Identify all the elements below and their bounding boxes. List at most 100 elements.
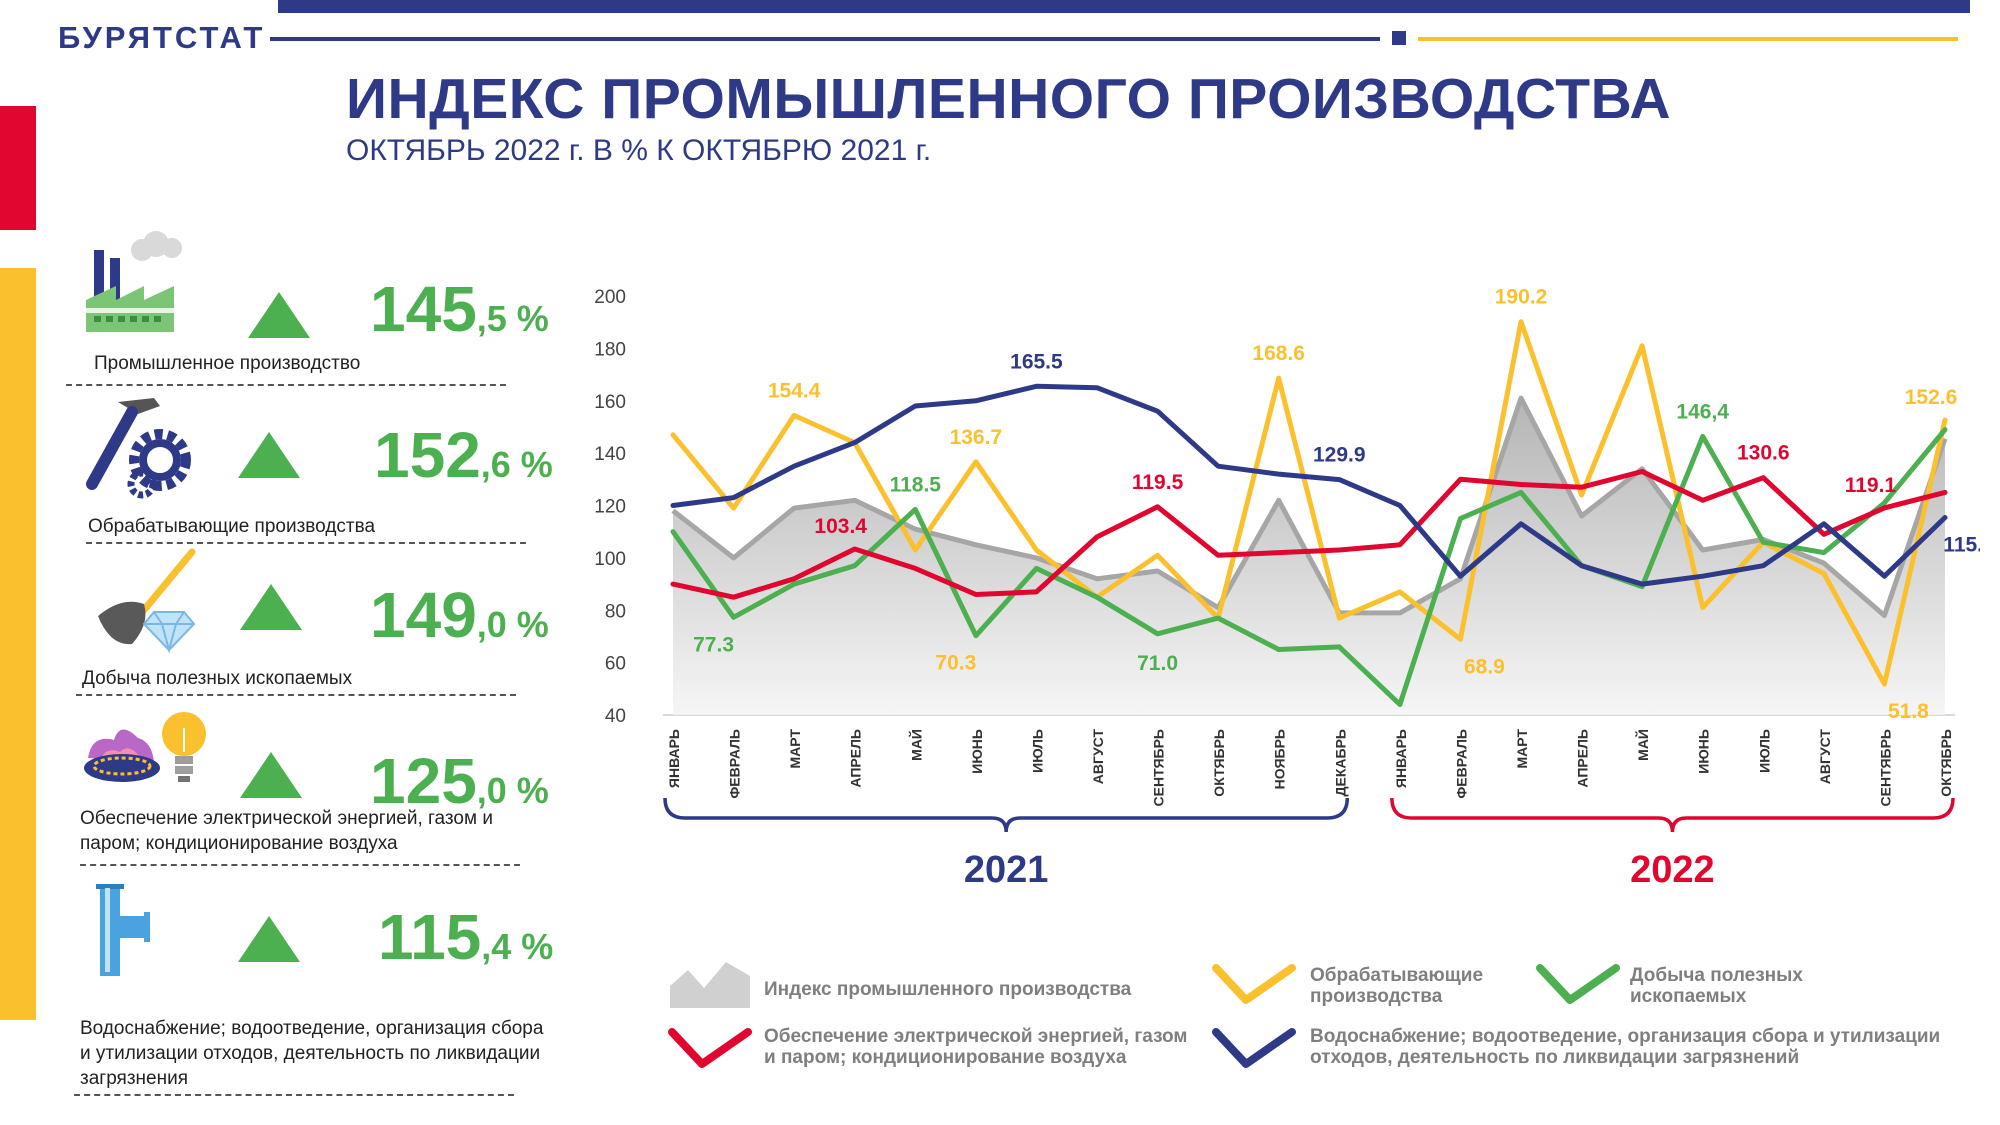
kpi-value: 149,0 %	[370, 579, 549, 651]
x-tick-label: ДЕКАБРЬ	[1332, 729, 1348, 796]
x-tick-label: ОКТЯБРЬ	[1938, 729, 1954, 797]
x-tick-label: ФЕВРАЛЬ	[727, 729, 743, 799]
kpi-divider	[66, 384, 506, 386]
y-tick-label: 140	[594, 444, 626, 465]
data-label: 168.6	[1252, 342, 1305, 365]
data-label: 165.5	[1010, 350, 1063, 373]
x-tick-label: НОЯБРЬ	[1272, 729, 1288, 789]
legend-label: Добыча полезных ископаемых	[1630, 965, 1803, 1007]
x-tick-label: СЕНТЯБРЬ	[1151, 729, 1167, 806]
data-label: 119.5	[1132, 471, 1184, 494]
year-brace	[1390, 797, 1955, 833]
x-tick-label: ЯНВАРЬ	[666, 729, 682, 788]
data-label: 190.2	[1495, 286, 1548, 309]
x-tick-label: АВГУСТ	[1090, 729, 1106, 785]
x-tick-label: ИЮЛЬ	[1756, 729, 1772, 773]
year-brace	[663, 797, 1350, 833]
page-title: ИНДЕКС ПРОМЫШЛЕННОГО ПРОИЗВОДСТВА	[346, 67, 1672, 131]
side-red-stripe	[0, 106, 36, 230]
x-tick-label: АПРЕЛЬ	[1575, 729, 1591, 788]
y-tick-label: 40	[605, 706, 626, 727]
y-tick-label: 180	[594, 339, 626, 360]
kpi-label: Водоснабжение; водоотведение, организаци…	[80, 1018, 544, 1089]
x-tick-label: АВГУСТ	[1817, 729, 1833, 785]
header-navy-line	[270, 37, 1380, 41]
kpi-label: Промышленное производство	[94, 353, 361, 374]
y-tick-label: 60	[605, 654, 626, 675]
x-tick-label: ИЮНЬ	[969, 729, 985, 774]
shovel-diamond-icon	[98, 548, 196, 654]
x-tick-label: ИЮНЬ	[1696, 729, 1712, 774]
legend-swatch-line	[668, 1028, 752, 1068]
side-yellow-stripe	[0, 268, 36, 1020]
page-subtitle: ОКТЯБРЬ 2022 г. В % К ОКТЯБРЮ 2021 г.	[346, 134, 932, 167]
x-tick-label: АПРЕЛЬ	[848, 729, 864, 788]
kpi-value: 125,0 %	[370, 745, 549, 817]
kpi-label: Обрабатывающие производства	[88, 516, 376, 537]
data-label: 129.9	[1313, 444, 1366, 467]
top-navy-bar	[278, 0, 1970, 13]
header-square-marker	[1392, 31, 1406, 45]
legend-swatch-line	[1536, 964, 1620, 1004]
data-label: 77.3	[693, 633, 734, 656]
series-line	[670, 319, 1948, 687]
y-tick-label: 100	[594, 549, 626, 570]
kpi-label: Добыча полезных ископаемых	[82, 668, 353, 689]
data-label: 103.4	[814, 515, 867, 538]
data-label: 118.5	[890, 473, 942, 496]
series-line	[671, 395, 1948, 618]
x-tick-label: СЕНТЯБРЬ	[1877, 729, 1893, 806]
x-tick-label: ИЮЛЬ	[1029, 729, 1045, 773]
data-label: 70.3	[935, 652, 976, 675]
legend-swatch-line	[1212, 964, 1296, 1004]
data-label: 146,4	[1676, 400, 1729, 423]
header-yellow-line	[1418, 37, 1958, 41]
series-area-fill	[673, 398, 1945, 715]
up-triangle-icon	[238, 916, 300, 962]
brand-logo-text: БУРЯТСТАТ	[58, 20, 266, 55]
data-label: 115.4	[1943, 534, 1980, 557]
data-label: 68.9	[1464, 655, 1505, 678]
y-tick-label: 120	[594, 497, 626, 518]
up-triangle-icon	[240, 584, 302, 630]
gas-lamp-icon	[84, 712, 206, 782]
hammer-gear-icon	[86, 398, 191, 499]
up-triangle-icon	[240, 752, 302, 798]
legend-swatch-area	[670, 962, 750, 1008]
y-tick-label: 80	[605, 601, 626, 622]
legend-label: Индекс промышленного производства	[764, 979, 1132, 1000]
data-label: 136.7	[950, 426, 1003, 449]
data-label: 51.8	[1888, 700, 1929, 723]
y-tick-label: 200	[594, 287, 626, 308]
x-tick-label: ФЕВРАЛЬ	[1453, 729, 1469, 799]
kpi-divider	[80, 864, 520, 866]
x-tick-label: МАРТ	[787, 729, 803, 769]
x-tick-label: МАРТ	[1514, 729, 1530, 769]
kpi-value: 115,4 %	[378, 901, 554, 973]
data-label: 154.4	[768, 379, 821, 402]
x-tick-label: МАЙ	[1634, 729, 1651, 761]
factory-icon	[86, 231, 182, 332]
data-label: 71.0	[1137, 652, 1178, 675]
data-label: 152.6	[1905, 386, 1958, 409]
y-tick-label: 160	[594, 392, 626, 413]
legend-label: Обрабатывающие производства	[1310, 965, 1484, 1007]
kpi-divider	[74, 1094, 514, 1096]
kpi-label: Обеспечение электрической энергией, газо…	[80, 808, 493, 854]
data-label: 119.1	[1845, 474, 1897, 497]
legend-label: Водоснабжение; водоотведение, организаци…	[1310, 1026, 1941, 1068]
x-tick-label: МАЙ	[907, 729, 924, 761]
series-line	[670, 383, 1948, 587]
x-tick-label: ОКТЯБРЬ	[1211, 729, 1227, 797]
kpi-divider	[86, 542, 526, 544]
kpi-divider	[76, 694, 516, 696]
legend-label: Обеспечение электрической энергией, газо…	[764, 1026, 1188, 1068]
line-chart: 40 60 80 100 120 140 160 180 200 ЯНВАРЬ ФЕВРАЛЬ МАР…	[594, 286, 1980, 891]
x-tick-label: ЯНВАРЬ	[1393, 729, 1409, 788]
year-label: 2022	[1630, 849, 1715, 891]
up-triangle-icon	[238, 432, 300, 478]
data-label: 130.6	[1737, 442, 1790, 465]
series-line	[670, 469, 1948, 600]
legend-swatch-line	[1212, 1028, 1296, 1068]
kpi-value: 152,6 %	[374, 419, 553, 491]
